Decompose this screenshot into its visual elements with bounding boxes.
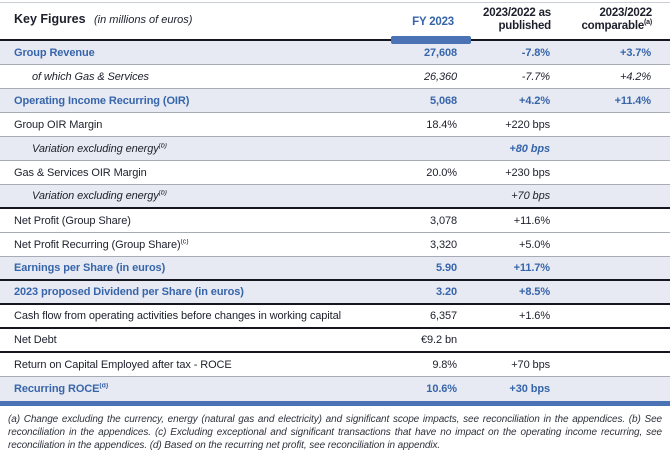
- row-label: Earnings per Share (in euros): [14, 262, 166, 274]
- table-row: Recurring ROCE(d) 10.6% +30 bps: [0, 377, 670, 401]
- table-row: Net Debt €9.2 bn: [0, 329, 670, 353]
- table-row: Variation excluding energy(b) +70 bps: [0, 185, 670, 209]
- row-value-published: +30 bps: [509, 383, 550, 395]
- row-value-published: +5.0%: [519, 238, 550, 251]
- table-row: Operating Income Recurring (OIR) 5,068 +4.…: [0, 89, 670, 113]
- row-value-published: +70 bps: [511, 190, 550, 202]
- row-value-published: +4.2%: [519, 94, 550, 107]
- table-row: Variation excluding energy(b) +80 bps: [0, 137, 670, 161]
- row-label: of which Gas & Services: [32, 70, 149, 83]
- row-value-published: +11.7%: [513, 262, 551, 274]
- footnote-marker-a: (a): [644, 19, 652, 27]
- row-value-fy2023: 6,357: [429, 310, 457, 322]
- row-value-fy2023: 18.4%: [426, 118, 457, 131]
- footnotes: (a) Change excluding the currency, energ…: [8, 414, 662, 451]
- row-label: Group OIR Margin: [14, 118, 103, 131]
- row-value-comparable: +11.4%: [614, 94, 652, 107]
- row-value-fy2023: 5,068: [429, 94, 457, 107]
- table-row: Gas & Services OIR Margin 20.0% +230 bps: [0, 161, 670, 185]
- row-label: Operating Income Recurring (OIR): [14, 94, 190, 107]
- row-label: Net Profit (Group Share): [14, 214, 131, 227]
- table-bottom-accent-bar: [0, 401, 670, 406]
- table-row: Return on Capital Employed after tax - R…: [0, 353, 670, 377]
- row-value-comparable: +3.7%: [620, 46, 651, 59]
- key-figures-table: Key Figures (in millions of euros) FY 20…: [0, 2, 670, 406]
- row-value-comparable: +4.2%: [620, 70, 651, 83]
- row-value-published: +11.6%: [513, 214, 550, 227]
- footnote-marker: (d): [99, 383, 109, 390]
- table-title-unit: (in millions of euros): [94, 13, 193, 26]
- row-value-published: +8.5%: [519, 286, 550, 298]
- row-value-published: -7.8%: [521, 46, 550, 59]
- row-value-fy2023: €9.2 bn: [420, 334, 457, 346]
- row-value-fy2023: 3.20: [435, 286, 457, 298]
- table-row: of which Gas & Services 26,360 -7.7% +4.2%: [0, 65, 670, 89]
- row-label: 2023 proposed Dividend per Share (in eur…: [14, 286, 244, 298]
- row-value-fy2023: 5.90: [435, 262, 457, 274]
- fy2023-column-highlight-bar: [391, 36, 471, 44]
- row-value-published: +70 bps: [511, 358, 550, 371]
- table-row: Cash flow from operating activities befo…: [0, 305, 670, 329]
- row-value-fy2023: 26,360: [423, 70, 457, 83]
- row-label: Net Profit Recurring (Group Share)(c): [14, 238, 189, 251]
- column-header-comparable: 2023/2022 comparable(a): [581, 6, 652, 33]
- row-label: Recurring ROCE(d): [14, 383, 109, 395]
- row-value-fy2023: 27,608: [423, 46, 457, 59]
- footnote-marker: (b): [158, 190, 167, 197]
- footnote-marker: (c): [180, 238, 189, 245]
- column-header-fy2023: FY 2023: [412, 16, 454, 29]
- row-label: Gas & Services OIR Margin: [14, 166, 147, 179]
- table-row: Group Revenue 27,608 -7.8% +3.7%: [0, 41, 670, 65]
- row-value-published: -7.7%: [521, 70, 550, 83]
- table-row: Net Profit (Group Share) 3,078 +11.6%: [0, 209, 670, 233]
- row-value-fy2023: 10.6%: [426, 383, 457, 395]
- row-value-published: +80 bps: [509, 142, 550, 155]
- column-header-published: 2023/2022 as published: [483, 6, 551, 33]
- table-body: Group Revenue 27,608 -7.8% +3.7% of which Ga…: [0, 41, 670, 401]
- row-value-fy2023: 3,320: [429, 238, 457, 251]
- row-value-fy2023: 9.8%: [432, 358, 457, 371]
- row-label: Cash flow from operating activities befo…: [14, 310, 341, 322]
- row-value-published: +230 bps: [505, 166, 550, 179]
- row-value-fy2023: 20.0%: [426, 166, 457, 179]
- table-row: Net Profit Recurring (Group Share)(c) 3,3…: [0, 233, 670, 257]
- row-label: Group Revenue: [14, 46, 95, 59]
- row-value-published: +220 bps: [505, 118, 550, 131]
- table-title: Key Figures (in millions of euros): [0, 10, 373, 33]
- row-value-fy2023: 3,078: [429, 214, 457, 227]
- row-label: Variation excluding energy(b): [32, 142, 167, 155]
- table-row: Earnings per Share (in euros) 5.90 +11.7%: [0, 257, 670, 281]
- row-label: Net Debt: [14, 334, 57, 346]
- table-header-row: Key Figures (in millions of euros) FY 20…: [0, 3, 670, 44]
- row-label: Variation excluding energy(b): [32, 190, 167, 202]
- table-row: Group OIR Margin 18.4% +220 bps: [0, 113, 670, 137]
- row-label: Return on Capital Employed after tax - R…: [14, 358, 232, 371]
- footnote-marker: (b): [158, 142, 167, 149]
- table-title-text: Key Figures: [14, 11, 86, 26]
- table-row: 2023 proposed Dividend per Share (in eur…: [0, 281, 670, 305]
- row-value-published: +1.6%: [519, 310, 550, 322]
